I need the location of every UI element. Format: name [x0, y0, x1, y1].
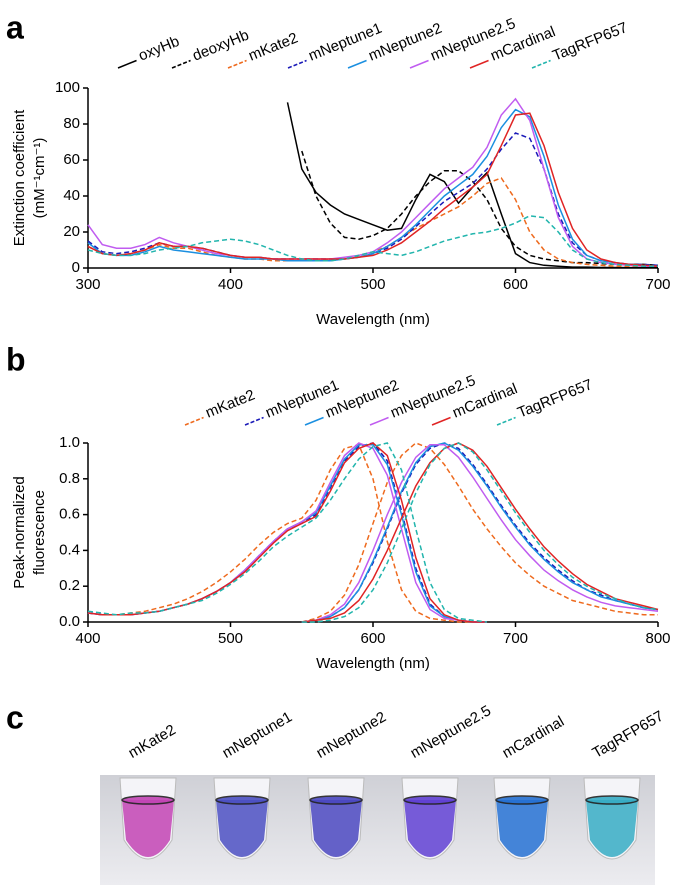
- tube-liquid: [216, 800, 268, 857]
- series-line: [286, 102, 658, 269]
- panel-label: c: [6, 699, 24, 735]
- y-tick-label: 60: [63, 151, 80, 168]
- x-tick-label: 400: [75, 630, 100, 647]
- meniscus: [403, 795, 457, 805]
- tube-label: mCardinal: [499, 713, 567, 762]
- y-tick-label: 1.0: [59, 434, 80, 451]
- y-tick-label: 20: [63, 223, 80, 240]
- legend-swatch: [244, 416, 264, 426]
- tube-liquid: [404, 800, 456, 857]
- tube-label: mNeptune1: [219, 708, 295, 762]
- y-axis-label: Extinction coefficient: [11, 109, 28, 246]
- legend-swatch: [409, 59, 429, 69]
- tube-liquid: [586, 800, 638, 857]
- legend-swatch: [531, 59, 551, 69]
- x-tick-label: 600: [503, 276, 528, 293]
- meniscus: [121, 795, 175, 805]
- x-tick-label: 300: [75, 276, 100, 293]
- y-tick-label: 100: [55, 79, 80, 96]
- tube-liquid: [122, 800, 174, 857]
- x-tick-label: 700: [645, 276, 670, 293]
- y-tick-label: 0.4: [59, 541, 80, 558]
- legend-label: deoxyHb: [190, 27, 251, 65]
- legend-entry: oxyHb: [117, 33, 182, 69]
- x-tick-label: 500: [360, 276, 385, 293]
- y-tick-label: 0.2: [59, 577, 80, 594]
- legend-label: TagRFP657: [550, 19, 630, 64]
- legend-label: mKate2: [203, 386, 257, 421]
- photo-background: [100, 775, 655, 885]
- photo: [100, 775, 655, 885]
- chart: 0 20 40 60 80 100 300 400 500 600 700 Wavelength (n…: [11, 15, 671, 328]
- legend-entry: deoxyHb: [171, 27, 251, 69]
- legend-label: TagRFP657: [515, 376, 595, 421]
- series-line: [301, 150, 659, 267]
- tube-label: mNeptune2.5: [407, 702, 493, 762]
- y-tick-label: 0: [72, 259, 80, 276]
- x-tick-label: 800: [645, 630, 670, 647]
- x-tick-label: 500: [218, 630, 243, 647]
- legend-swatch: [117, 59, 137, 69]
- meniscus: [495, 795, 549, 805]
- series-line: [87, 97, 658, 267]
- panel-label: a: [6, 9, 24, 45]
- panel-label: b: [6, 341, 26, 377]
- legend-swatch: [496, 416, 516, 426]
- tube-liquid: [310, 800, 362, 857]
- x-axis-label: Wavelength (nm): [316, 655, 430, 672]
- series-line: [87, 442, 488, 623]
- series-line: [301, 444, 659, 623]
- series-line: [87, 444, 487, 623]
- x-axis-label: Wavelength (nm): [316, 311, 430, 328]
- tube-liquid: [496, 800, 548, 857]
- y-axis-label: fluorescence: [31, 490, 48, 575]
- series-line: [87, 442, 487, 623]
- series-line: [87, 108, 659, 267]
- legend-swatch: [171, 59, 191, 69]
- tube-label: mKate2: [125, 721, 178, 762]
- legend-swatch: [469, 59, 489, 69]
- series-line: [87, 215, 658, 267]
- legend-label: mKate2: [246, 29, 300, 64]
- series-line: [87, 443, 487, 623]
- meniscus: [309, 795, 363, 805]
- y-tick-label: 0.8: [59, 470, 80, 487]
- meniscus: [585, 795, 639, 805]
- chart: 0.0 0.2 0.4 0.6 0.8 1.0 400 500 600 700 800 Wavelen…: [11, 372, 671, 672]
- x-tick-label: 400: [218, 276, 243, 293]
- legend-swatch: [287, 59, 307, 69]
- y-tick-label: 80: [63, 115, 80, 132]
- y-tick-label: 40: [63, 187, 80, 204]
- legend-swatch: [347, 59, 367, 69]
- x-tick-label: 600: [360, 630, 385, 647]
- series-line: [301, 442, 659, 623]
- y-axis-label: (mM⁻¹cm⁻¹): [31, 138, 48, 219]
- tube-label: TagRFP657: [589, 708, 666, 762]
- legend-swatch: [304, 416, 324, 426]
- series-line: [87, 442, 487, 623]
- legend-swatch: [431, 416, 451, 426]
- series-line: [87, 442, 487, 623]
- y-tick-label: 0.0: [59, 613, 80, 630]
- legend-label: oxyHb: [136, 33, 182, 65]
- tube-label: mNeptune2: [313, 708, 389, 762]
- series-line: [301, 442, 658, 623]
- series-line: [301, 442, 659, 623]
- meniscus: [215, 795, 269, 805]
- legend-swatch: [369, 416, 389, 426]
- tubes: [119, 777, 641, 860]
- legend-swatch: [227, 59, 247, 69]
- y-axis-label: Peak-normalized: [11, 476, 28, 589]
- x-tick-label: 700: [503, 630, 528, 647]
- series-line: [301, 442, 659, 623]
- legend-swatch: [184, 416, 204, 426]
- y-tick-label: 0.6: [59, 506, 80, 523]
